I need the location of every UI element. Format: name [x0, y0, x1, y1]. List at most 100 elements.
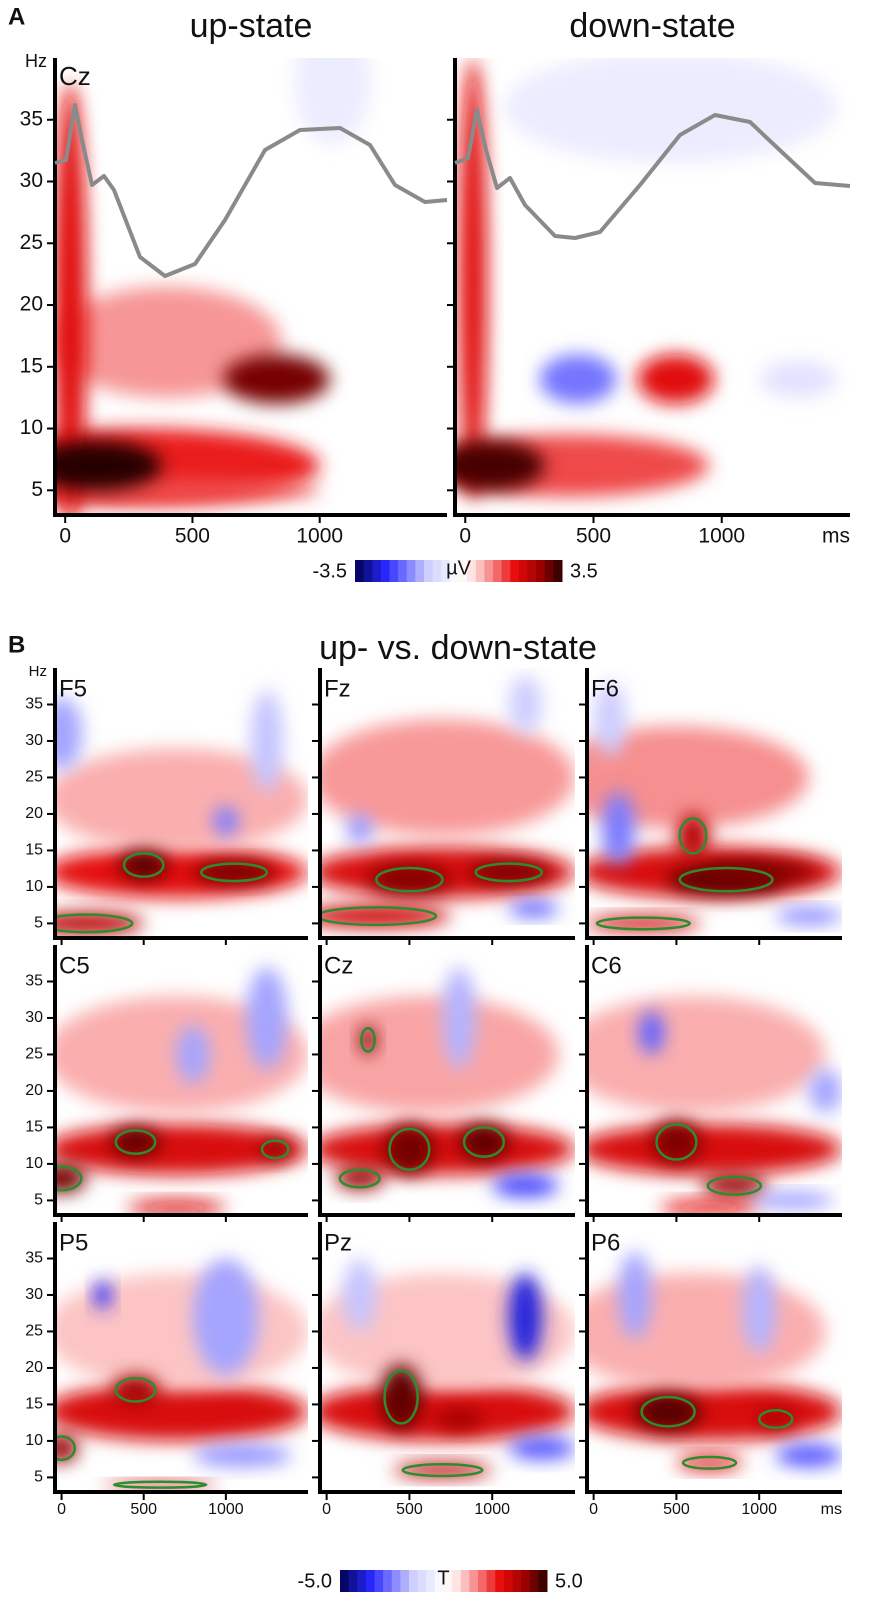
x-tick-label: 0 [322, 1501, 331, 1518]
y-tick-label: 15 [20, 354, 43, 377]
power-blob [459, 1123, 509, 1161]
colorbar-step [452, 1570, 462, 1592]
heatmap: Fz [312, 668, 575, 946]
colorbar-step [374, 1570, 384, 1592]
significance-contour [338, 1168, 381, 1189]
y-tick-label: 15 [25, 1396, 43, 1413]
colorbar-step [538, 1570, 548, 1592]
power-blob [193, 1444, 292, 1467]
significance-contour [114, 1129, 157, 1155]
heatmap: 0 500 1000 ms down-state [447, 7, 850, 548]
colorbar-step [357, 1570, 367, 1592]
significance-contour [757, 1409, 794, 1430]
power-blob [55, 748, 308, 851]
significance-contour [595, 916, 691, 931]
power-blob [760, 360, 838, 398]
significance-contour [375, 866, 444, 893]
colorbar-step [365, 1570, 375, 1592]
power-blob [55, 82, 87, 515]
significance-contour [112, 1480, 208, 1489]
power-blob [434, 1408, 484, 1430]
power-blob [637, 354, 715, 404]
colorbar-step [484, 560, 494, 582]
power-blob [55, 1273, 308, 1390]
power-blob [55, 846, 308, 898]
significance-contour [383, 1369, 419, 1425]
x-tick-label: 500 [175, 525, 210, 548]
colorbar-step [495, 1570, 505, 1592]
significance-contour [388, 1127, 431, 1172]
y-tick-label: 35 [25, 696, 43, 713]
heatmap-area [55, 945, 308, 1215]
colorbar-step [441, 560, 451, 582]
power-blob [55, 440, 162, 491]
colorbar-step [503, 1570, 513, 1592]
power-blob [701, 1174, 768, 1197]
x-tick-label: 0 [57, 1501, 66, 1518]
colorbar-step [512, 1570, 522, 1592]
colorbar-step [389, 560, 399, 582]
significance-contour [55, 1435, 76, 1462]
channel-label: F5 [59, 675, 87, 702]
x-tick-label: 500 [396, 1501, 423, 1518]
y-tick-label: 20 [25, 805, 43, 822]
colorbar-step [486, 1570, 496, 1592]
y-unit: Hz [29, 663, 47, 680]
heatmap: 5 10 15 20 25 30 35 0 500 1000 Hz Cz up-state [20, 7, 447, 548]
power-blob [55, 1382, 308, 1441]
y-tick-label: 20 [25, 1359, 43, 1376]
significance-contour [55, 913, 134, 934]
power-blob [320, 1123, 575, 1175]
y-tick-label: 35 [20, 107, 43, 130]
channel-label: C5 [59, 952, 90, 979]
power-blob [458, 58, 488, 503]
colorbar-step [426, 1570, 436, 1592]
significance-contour [655, 1123, 698, 1161]
colorbar-step [432, 560, 442, 582]
colorbar-step [424, 560, 434, 582]
power-blob [676, 813, 710, 858]
heatmap-area [320, 1222, 575, 1492]
colorbar-tick-label: 5.0 [555, 1570, 583, 1592]
colorbar-step [434, 1570, 444, 1592]
colorbar-step [469, 1570, 479, 1592]
power-blob [750, 1193, 834, 1208]
colorbar-label: µV [446, 557, 472, 579]
power-blob [455, 440, 545, 491]
colorbar-step [400, 1570, 410, 1592]
power-blob [246, 966, 288, 1070]
power-blob [651, 1120, 702, 1164]
significance-contour [681, 1455, 738, 1470]
y-tick-label: 10 [25, 1155, 43, 1172]
power-blob [223, 354, 330, 404]
power-blob [635, 1393, 702, 1430]
power-blob [508, 1437, 575, 1460]
power-blob [347, 813, 373, 844]
significance-contour [199, 862, 269, 883]
colorbar-step [380, 560, 390, 582]
x-tick-label: 500 [663, 1501, 690, 1518]
power-blob [94, 1280, 111, 1310]
colorbar-step [460, 1570, 470, 1592]
colorbar-label: T [437, 1567, 449, 1589]
power-blob [294, 58, 371, 145]
y-tick-label: 30 [25, 732, 43, 749]
significance-contour [401, 1463, 484, 1478]
power-blob [55, 697, 83, 771]
channel-label: Cz [59, 61, 91, 91]
significance-contour [320, 906, 438, 927]
power-blob [587, 996, 826, 1113]
colorbar-step [475, 560, 485, 582]
y-tick-label: 5 [34, 1192, 43, 1209]
y-tick-label: 5 [31, 478, 43, 501]
colorbar-step [417, 1570, 427, 1592]
y-tick-label: 15 [25, 842, 43, 859]
colorbar-step [527, 560, 537, 582]
heatmap-area [320, 668, 575, 938]
panel-letter: A [8, 3, 25, 30]
heatmap: C6 [579, 945, 842, 1223]
y-tick-label: 30 [20, 169, 43, 192]
significance-contour [55, 1165, 83, 1192]
colorbar-step [518, 560, 528, 582]
